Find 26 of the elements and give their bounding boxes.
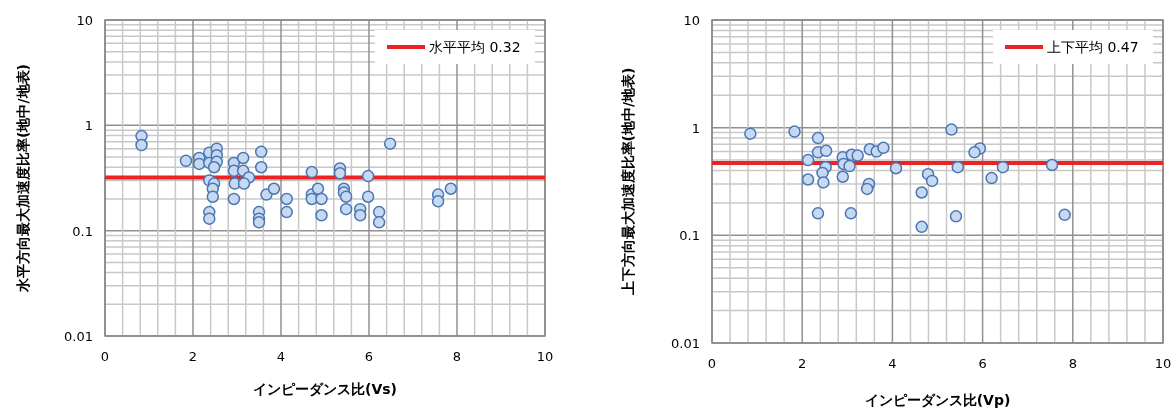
y-tick-label: 10 xyxy=(76,13,93,28)
x-tick-label: 6 xyxy=(978,356,987,371)
y-tick-label: 1 xyxy=(84,118,93,134)
x-tick-label: 4 xyxy=(888,356,897,371)
x-tick-label: 8 xyxy=(452,349,462,364)
y-tick-label: 0.1 xyxy=(679,228,700,244)
y-tick-label: 0.1 xyxy=(72,223,93,239)
x-tick-label: 4 xyxy=(276,349,286,364)
y-tick-label: 0.01 xyxy=(671,336,700,351)
x-tick-label: 8 xyxy=(1068,356,1077,371)
y-tick-label: 1 xyxy=(691,120,700,136)
y-axis-title: 水平方向最大加速度比率(地中/地表) xyxy=(15,64,32,293)
x-axis-title: インピーダンス比(Vp) xyxy=(864,392,1011,408)
x-tick-label: 2 xyxy=(188,349,198,364)
x-tick-label: 2 xyxy=(798,356,807,371)
x-tick-label: 6 xyxy=(364,349,374,364)
legend-label: 水平平均 0.32 xyxy=(429,39,521,55)
legend-label: 上下平均 0.47 xyxy=(1047,39,1139,55)
y-tick-label: 0.01 xyxy=(64,329,93,344)
x-tick-label: 0 xyxy=(100,349,110,364)
x-tick-label: 10 xyxy=(536,349,554,364)
y-tick-label: 10 xyxy=(683,13,700,28)
x-tick-label: 0 xyxy=(707,356,717,371)
y-axis-title: 上下方向最大加速度比率(地中/地表) xyxy=(620,67,637,297)
x-axis-title: インピーダンス比(Vs) xyxy=(253,381,397,397)
x-tick-label: 10 xyxy=(1154,356,1172,371)
